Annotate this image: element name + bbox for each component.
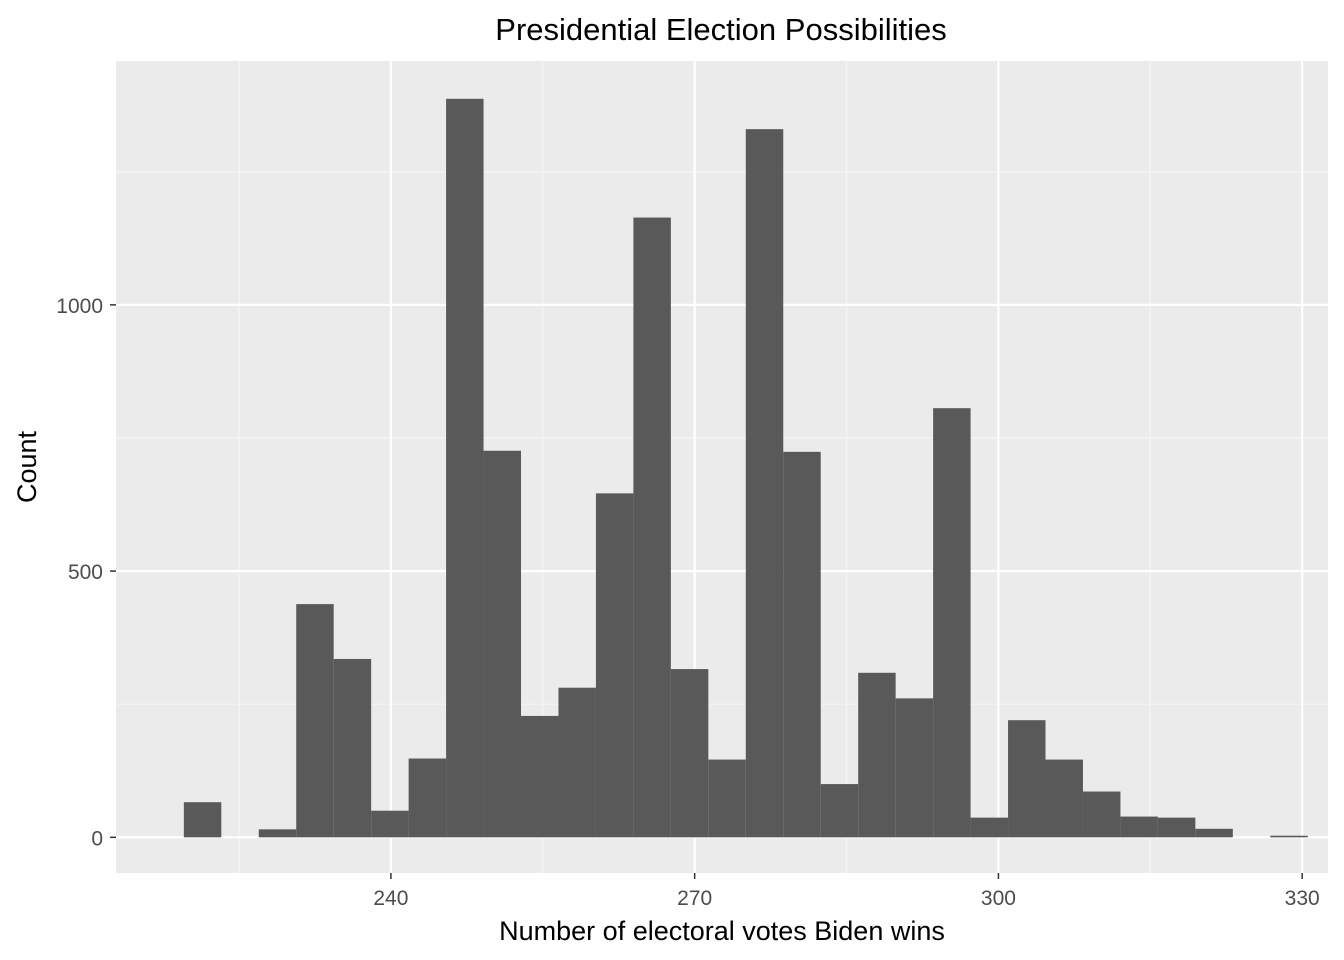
histogram-bar bbox=[670, 669, 709, 838]
histogram-bar bbox=[521, 715, 559, 838]
histogram-bar bbox=[933, 408, 971, 838]
x-tick-label: 270 bbox=[677, 887, 712, 910]
histogram-bar bbox=[408, 758, 447, 838]
histogram-bar bbox=[1157, 817, 1196, 838]
histogram-bar bbox=[745, 129, 784, 838]
histogram-bar bbox=[1195, 828, 1233, 838]
histogram-bar bbox=[633, 217, 671, 838]
y-tick-label: 0 bbox=[91, 827, 103, 850]
minor-gridlines bbox=[116, 61, 1328, 873]
histogram-bar bbox=[595, 493, 634, 838]
histogram-bar bbox=[970, 817, 1009, 838]
y-axis: 0 500 1000 bbox=[56, 295, 116, 850]
histogram-bar bbox=[708, 759, 746, 838]
histogram-bar bbox=[446, 98, 484, 838]
y-tick-label: 1000 bbox=[56, 295, 103, 318]
histogram-bar bbox=[183, 802, 222, 838]
histogram-bar bbox=[858, 672, 896, 838]
histogram-bar bbox=[1082, 791, 1121, 838]
histogram-bars bbox=[183, 98, 1308, 838]
x-tick-label: 330 bbox=[1285, 887, 1320, 910]
x-axis-title: Number of electoral votes Biden wins bbox=[499, 916, 945, 946]
histogram-bar bbox=[1008, 720, 1046, 838]
x-tick-label: 240 bbox=[373, 887, 408, 910]
histogram-bar bbox=[1120, 816, 1158, 838]
histogram-bar bbox=[1270, 835, 1308, 838]
histogram-bar bbox=[558, 687, 596, 838]
histogram-bar bbox=[783, 451, 821, 838]
histogram-bar bbox=[258, 829, 297, 838]
histogram-bar bbox=[895, 698, 934, 838]
y-axis-title: Count bbox=[12, 430, 42, 503]
y-tick-label: 500 bbox=[68, 561, 103, 584]
x-tick-label: 300 bbox=[981, 887, 1016, 910]
histogram-bar bbox=[1045, 759, 1083, 838]
histogram-bar bbox=[333, 658, 372, 838]
histogram-bar bbox=[371, 810, 409, 838]
histogram-bar bbox=[296, 604, 334, 838]
histogram-bar bbox=[820, 784, 859, 838]
x-axis: 240 270 300 330 bbox=[373, 873, 1320, 910]
histogram-bar bbox=[483, 450, 522, 838]
chart-title: Presidential Election Possibilities bbox=[495, 12, 946, 47]
